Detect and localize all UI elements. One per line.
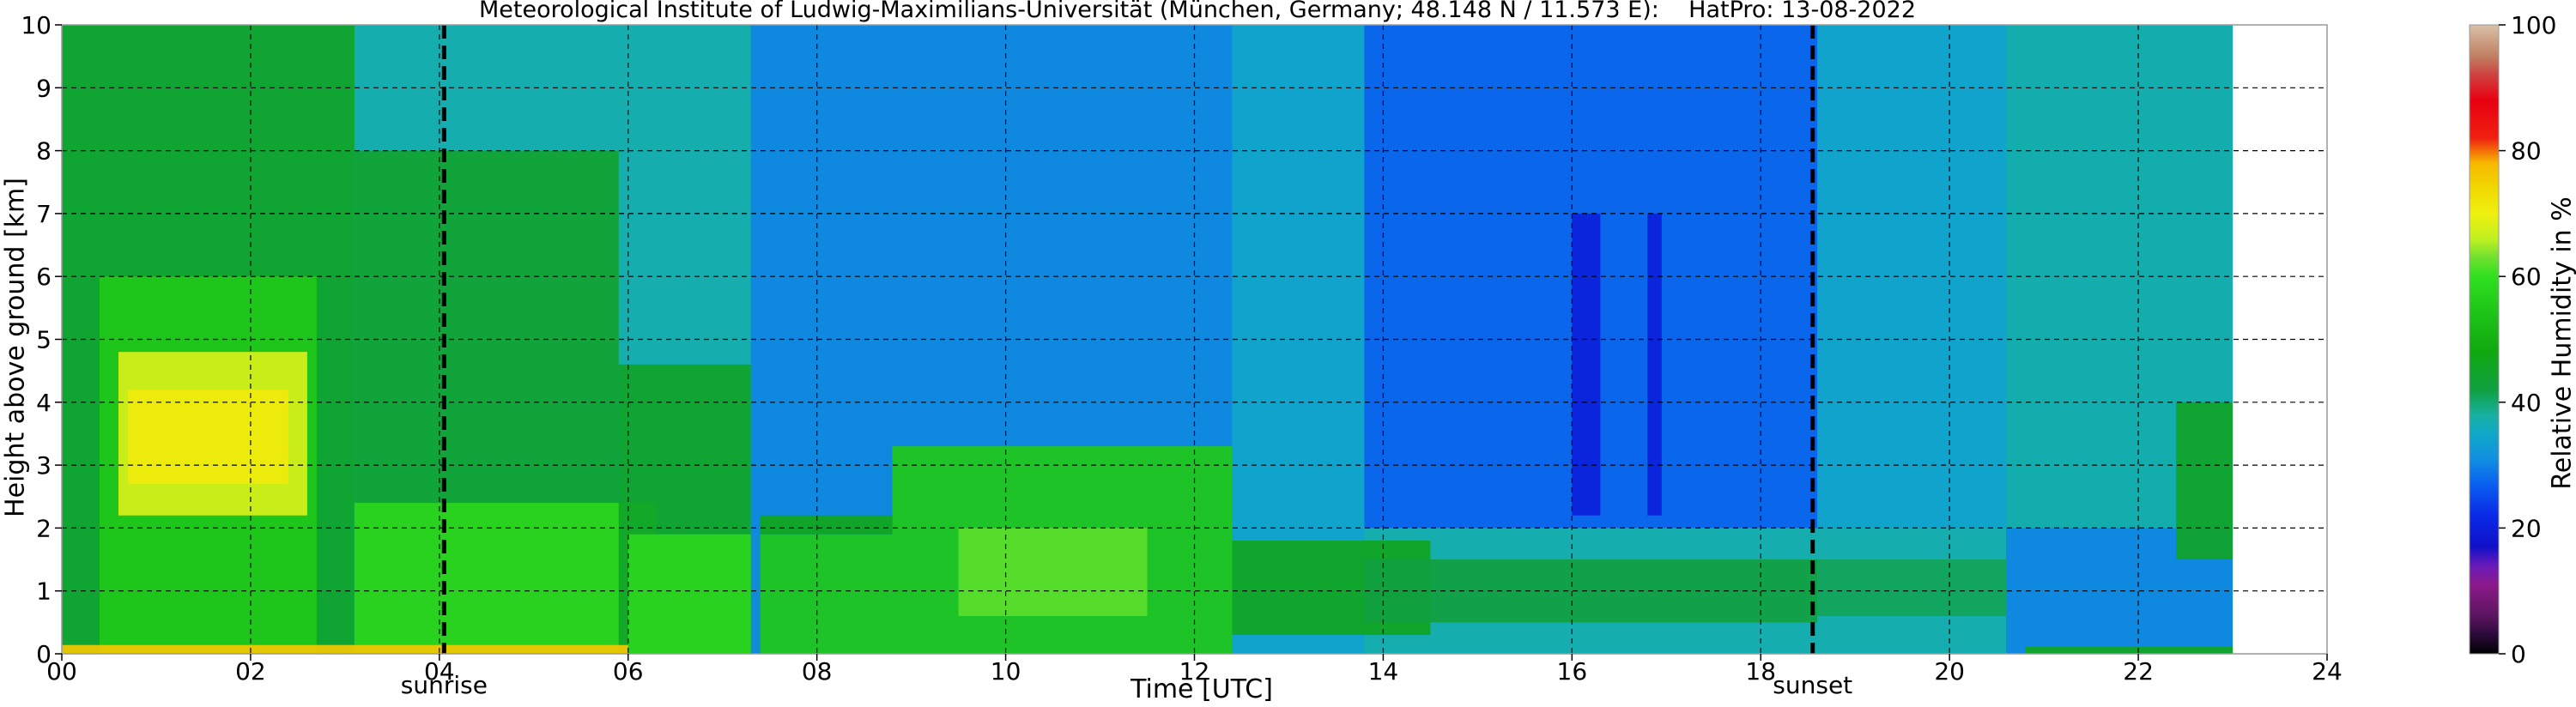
x-tick-label: 12: [1179, 657, 1210, 686]
y-tick-label: 1: [36, 577, 52, 606]
heatmap-cell: [354, 503, 657, 654]
y-axis-ticks: 0 1 2 3 4 5 6 7 8 9 10: [21, 11, 62, 668]
event-label-sunset: sunset: [1773, 671, 1852, 699]
colorbar-tick-label: 80: [2511, 137, 2542, 166]
x-axis-ticks: 00 02 04 06 08 10 12 14 16 18 20 22 24: [46, 654, 2343, 686]
heatmap-cell: [1647, 213, 1662, 516]
colorbar-tick-label: 40: [2511, 389, 2542, 417]
y-tick-label: 3: [36, 451, 52, 480]
heatmap-cell: [760, 534, 893, 654]
heatmap-cell: [2176, 402, 2234, 560]
x-tick-label: 20: [1934, 657, 1965, 686]
heatmap-cell: [127, 390, 288, 485]
x-tick-label: 18: [1745, 657, 1776, 686]
x-axis-label: Time [UTC]: [1130, 674, 1273, 704]
y-tick-label: 4: [36, 389, 52, 417]
heatmap-cell: [1364, 559, 1818, 623]
x-tick-label: 16: [1557, 657, 1588, 686]
heatmap-cell: [1817, 559, 2007, 617]
colorbar-tick-label: 0: [2511, 640, 2526, 668]
heatmap-cell: [2025, 646, 2234, 654]
heatmap-cell: [958, 528, 1148, 617]
x-tick-label: 08: [802, 657, 833, 686]
colorbar: [2469, 24, 2500, 655]
x-tick-label: 14: [1368, 657, 1399, 686]
y-tick-label: 8: [36, 137, 52, 166]
colorbar-tick-label: 20: [2511, 514, 2542, 542]
chart-title: Meteorological Institute of Ludwig-Maxim…: [478, 0, 1917, 23]
colorbar-tick-label: 60: [2511, 263, 2542, 291]
colorbar-tick-label: 100: [2511, 11, 2556, 39]
y-tick-label: 9: [36, 74, 52, 102]
heatmap-cell: [760, 515, 893, 535]
x-tick-label: 06: [613, 657, 644, 686]
y-axis-label: Height above ground [km]: [0, 178, 31, 517]
colorbar-label: Relative Humidity in %: [2547, 196, 2576, 490]
x-tick-label: 10: [991, 657, 1021, 686]
x-tick-label: 22: [2123, 657, 2154, 686]
y-tick-label: 10: [21, 11, 52, 39]
event-lines: sunrise sunset: [401, 25, 1852, 699]
y-tick-label: 6: [36, 263, 52, 291]
y-tick-label: 7: [36, 200, 52, 228]
heatmap-cell: [1572, 213, 1601, 516]
x-tick-label: 00: [46, 657, 77, 686]
heatmap-cell: [1817, 25, 2007, 529]
x-tick-label: 04: [424, 657, 455, 686]
colorbar-ticks: 0 20 40 60 80 100: [2499, 11, 2556, 668]
x-tick-label: 02: [235, 657, 266, 686]
x-tick-label: 24: [2312, 657, 2343, 686]
grid-lines: [62, 25, 2327, 654]
y-tick-label: 2: [36, 514, 52, 542]
heatmap-cell: [627, 534, 761, 654]
heatmap-cell: [62, 644, 628, 654]
event-label-sunrise: sunrise: [401, 671, 488, 699]
y-tick-label: 5: [36, 326, 52, 354]
y-tick-label: 0: [36, 640, 52, 668]
